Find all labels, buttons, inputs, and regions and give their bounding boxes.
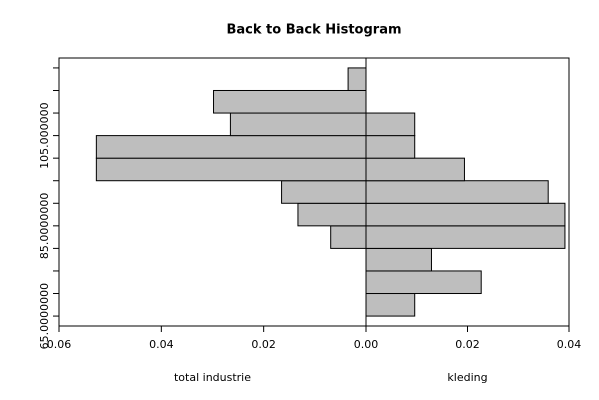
bar: [365, 202, 566, 227]
y-tick-label: 105.000000: [38, 102, 51, 168]
bar: [297, 202, 367, 227]
bar: [229, 112, 367, 137]
y-tick-label: 85.0000000: [38, 193, 51, 259]
bar: [281, 180, 367, 204]
bar: [365, 180, 549, 204]
bar: [365, 112, 416, 137]
x-tick-label: 0.00: [354, 338, 379, 351]
bar: [330, 225, 367, 249]
y-tick-label: 65.0000000: [38, 283, 51, 349]
bar: [365, 135, 416, 159]
bar: [213, 89, 367, 114]
x-tick-label: 0.04: [557, 338, 582, 351]
x-tick-label: 0.02: [251, 338, 276, 351]
bar: [365, 157, 465, 182]
bar: [347, 67, 367, 91]
bar: [365, 293, 416, 317]
x-axis-label: kleding: [447, 371, 487, 384]
bar: [365, 247, 432, 272]
bar: [365, 225, 566, 249]
x-tick-label: 0.02: [455, 338, 480, 351]
bar: [95, 157, 367, 182]
bar: [95, 135, 367, 159]
x-tick-label: 0.06: [47, 338, 72, 351]
chart-title: Back to Back Histogram: [226, 23, 401, 38]
bar: [365, 270, 482, 295]
x-axis-label: total industrie: [174, 371, 251, 384]
x-tick-label: 0.04: [149, 338, 174, 351]
